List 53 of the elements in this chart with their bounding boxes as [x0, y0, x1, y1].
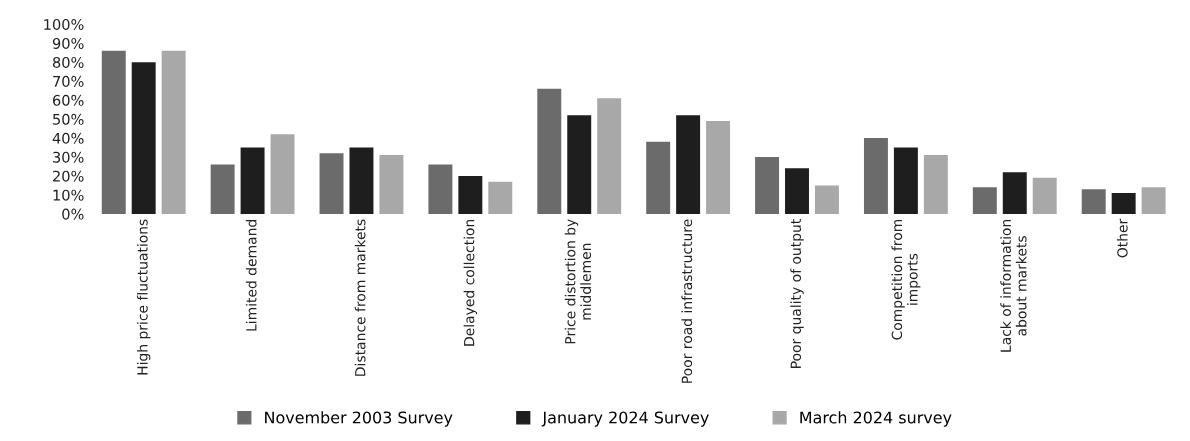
bar: [814, 185, 839, 214]
bar: [972, 187, 997, 214]
bar: [161, 50, 186, 214]
bar: [210, 164, 235, 214]
bar: [1081, 189, 1106, 214]
bar: [863, 138, 888, 214]
bar: [785, 168, 809, 214]
bar: [537, 88, 562, 214]
bar: [349, 147, 374, 214]
bar: [458, 175, 483, 214]
x-tick-label: Poor road infrastructure: [681, 219, 693, 383]
bar: [488, 181, 513, 214]
y-tick-label: 40%: [52, 132, 84, 144]
y-tick-label: 80%: [52, 56, 84, 68]
bar: [567, 115, 592, 214]
bar: [1002, 172, 1027, 214]
x-tick-label: High price fluctuations: [136, 219, 151, 375]
bar: [101, 50, 126, 214]
bar: [319, 153, 344, 214]
bar: [1111, 193, 1136, 214]
y-tick-label: 10%: [53, 189, 84, 201]
bar: [131, 62, 156, 214]
x-tick-label: Limited demand: [245, 220, 257, 331]
bar: [270, 134, 295, 214]
x-tick-label: Competition from imports: [891, 219, 921, 340]
y-tick-label: 100%: [44, 18, 84, 30]
bar: [1032, 177, 1057, 214]
y-tick-label: 90%: [52, 37, 84, 49]
y-tick-label: 20%: [53, 170, 84, 182]
bar: [893, 147, 918, 214]
legend-label: November 2003 Survey: [265, 411, 453, 427]
x-tick-label: Price distortion by middlemen: [564, 219, 592, 344]
x-tick-label: Delayed collection: [463, 219, 478, 346]
bar: [1141, 187, 1166, 214]
legend-label: March 2024 survey: [800, 411, 952, 427]
x-tick-label: Poor quality of output: [790, 219, 804, 368]
x-tick-label: Distance from markets: [354, 219, 366, 376]
y-tick-label: 0%: [62, 208, 84, 220]
y-tick-label: 30%: [53, 151, 84, 163]
y-tick-label: 50%: [53, 113, 84, 125]
bar: [428, 164, 453, 214]
legend-label: January 2024 Survey: [541, 411, 709, 427]
bar: [706, 120, 731, 214]
bar: [923, 155, 948, 214]
bar: [646, 141, 671, 214]
bar: [597, 98, 622, 214]
y-tick-label: 60%: [52, 94, 84, 106]
bar: [240, 147, 265, 214]
bar: [676, 115, 701, 214]
bar: [755, 157, 780, 214]
bar: [379, 155, 404, 214]
y-tick-label: 70%: [53, 75, 84, 87]
x-tick-label: Other: [1116, 218, 1128, 258]
